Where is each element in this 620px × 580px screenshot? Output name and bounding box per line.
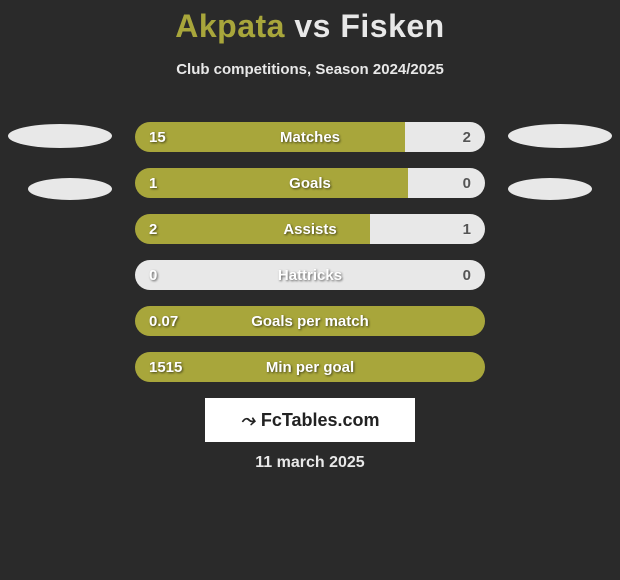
bar-value-right: 1 [463,214,471,244]
stat-bar-row: Min per goal1515 [135,352,485,382]
stat-bar-row: Hattricks0 0 [135,260,485,290]
bar-value-left: 1 [149,168,157,198]
subtitle: Club competitions, Season 2024/2025 [0,61,620,78]
bar-value-left: 0 [149,260,157,290]
bar-value-right: 0 [463,168,471,198]
bar-value-left: 1515 [149,352,182,382]
chart-icon: ⤳ [240,410,254,431]
stat-bar-row: Goals1 0 [135,168,485,198]
bar-label: Hattricks [135,260,485,290]
avatar-placeholder-icon [28,178,112,200]
player1-name: Akpata [175,8,285,44]
bar-label: Matches [135,122,485,152]
logo-text: FcTables.com [261,410,380,431]
avatar-placeholder-icon [508,124,612,148]
page-title: Akpata vs Fisken [0,0,620,45]
bar-value-left: 0.07 [149,306,178,336]
stat-bar-row: Goals per match0.07 [135,306,485,336]
bar-label: Goals [135,168,485,198]
avatar-placeholder-icon [8,124,112,148]
stat-bars: Matches152Goals10Assists21Hattricks00Goa… [135,122,485,398]
avatar-placeholder-icon [508,178,592,200]
bar-value-right: 2 [463,122,471,152]
bar-value-left: 15 [149,122,166,152]
bar-label: Assists [135,214,485,244]
bar-value-right: 0 [463,260,471,290]
bar-label: Goals per match [135,306,485,336]
site-logo: ⤳ FcTables.com [205,398,415,442]
bar-value-left: 2 [149,214,157,244]
comparison-card: Akpata vs Fisken Club competitions, Seas… [0,0,620,580]
stat-bar-row: Assists2 1 [135,214,485,244]
bar-label: Min per goal [135,352,485,382]
stat-bar-row: Matches15 2 [135,122,485,152]
player2-name: Fisken [340,8,444,44]
vs-text: vs [294,8,331,44]
date-label: 11 march 2025 [0,454,620,472]
